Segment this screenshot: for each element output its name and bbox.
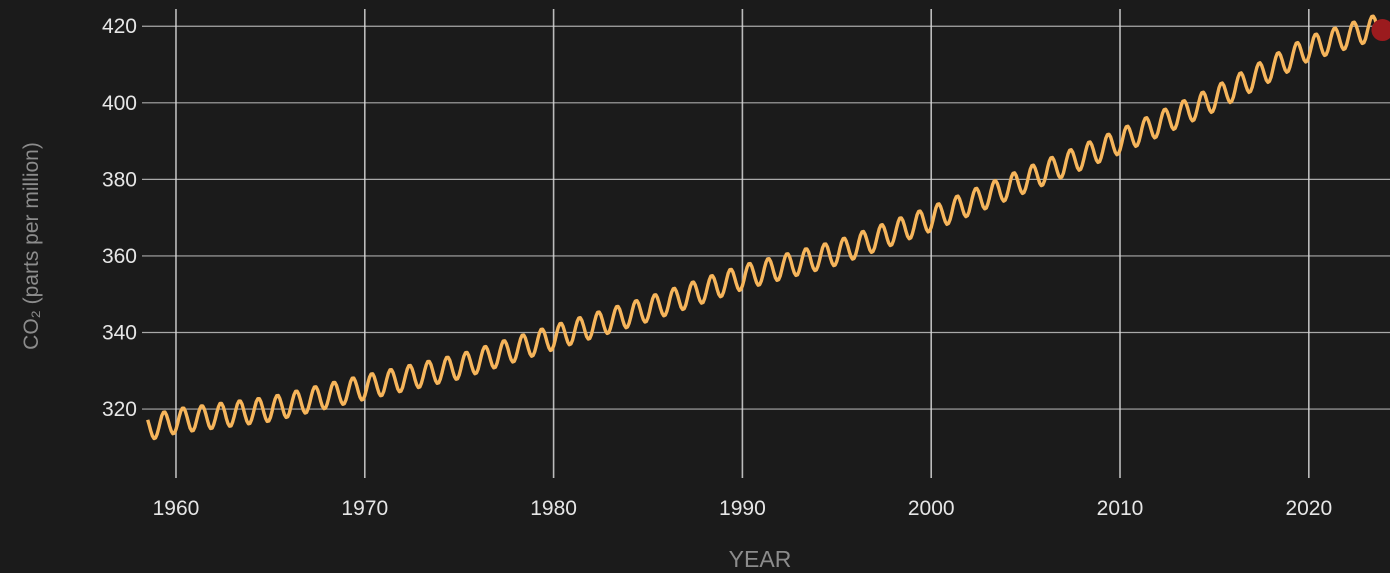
y-tick-label: 400	[102, 92, 137, 115]
x-tick-label: 1970	[341, 497, 388, 520]
x-tick-label: 2010	[1097, 497, 1144, 520]
y-tick-labels: 320 340 360 380 400 420	[102, 15, 137, 421]
marker-layer	[1371, 19, 1390, 42]
x-tick-labels: 1960 1970 1980 1990 2000 2010 2020	[153, 497, 1333, 520]
series-layer	[146, 14, 1380, 441]
x-tick-label: 1990	[719, 497, 766, 520]
x-axis-title: YEAR	[729, 546, 792, 572]
co2-series-line	[146, 14, 1380, 441]
y-axis-title: CO₂ (parts per million)	[20, 142, 43, 350]
x-tick-label: 1960	[153, 497, 200, 520]
x-tick-label: 2020	[1285, 497, 1332, 520]
y-tick-label: 420	[102, 15, 137, 38]
grid	[142, 9, 1390, 478]
y-tick-label: 360	[102, 245, 137, 268]
y-tick-label: 340	[102, 322, 137, 345]
x-tick-label: 1980	[530, 497, 577, 520]
latest-value-marker[interactable]	[1371, 19, 1390, 42]
x-tick-label: 2000	[908, 497, 955, 520]
y-tick-label: 320	[102, 398, 137, 421]
y-tick-label: 380	[102, 168, 137, 191]
